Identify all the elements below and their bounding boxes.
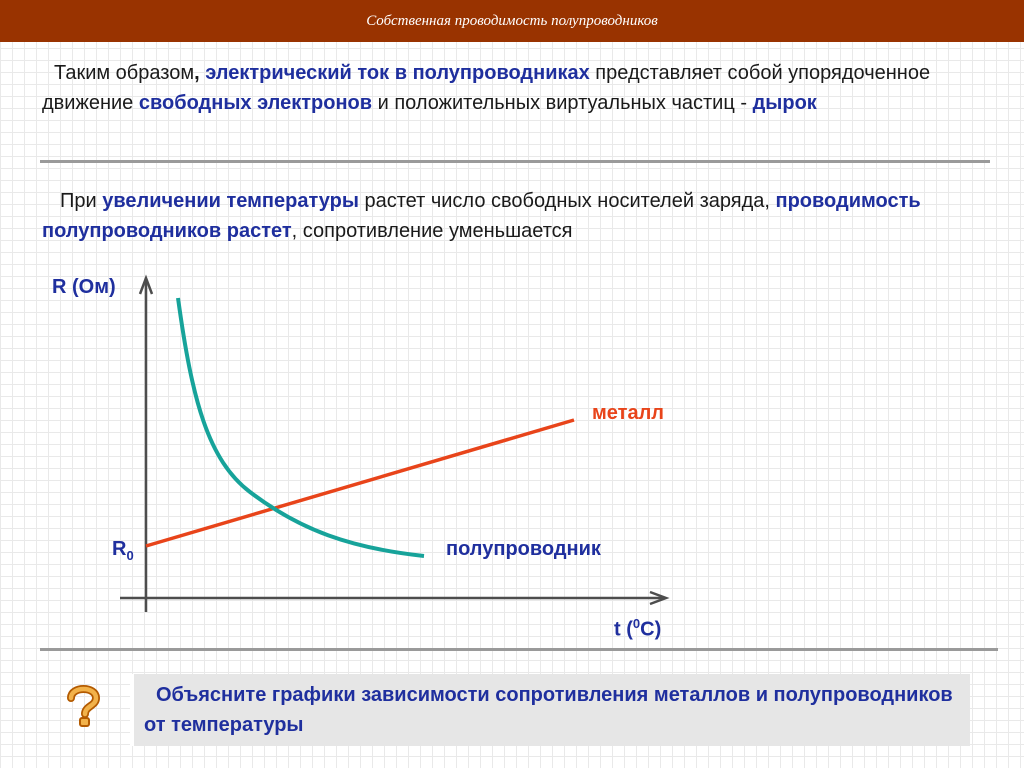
summary-text-2: представляет собой упорядоченное движени… — [42, 62, 931, 114]
summary-highlight-current: электрический ток в полупроводниках — [205, 62, 590, 84]
semiconductor-label: полупроводник — [446, 538, 601, 560]
y-axis — [138, 274, 154, 612]
slide-header: Собственная проводимость полупроводников — [0, 0, 1024, 42]
x-label-post: C) — [640, 618, 662, 641]
temp-highlight-increase: увеличении температуры — [102, 190, 359, 212]
metal-label: металл — [592, 402, 664, 424]
metal-curve — [145, 418, 575, 548]
x-label-sup: 0 — [632, 616, 641, 631]
temp-text-3: , сопротивление уменьшается — [291, 220, 573, 242]
summary-text-3: и положительных виртуальных частиц - — [372, 92, 753, 114]
summary-highlight-electrons: свободных электронов — [138, 92, 373, 114]
r0-subscript: 0 — [126, 548, 134, 563]
summary-comma: , — [194, 62, 206, 84]
summary-text-1: Таким образом — [54, 62, 195, 84]
y-axis-label: R (Ом) — [52, 276, 116, 298]
r0-label: R0 — [112, 538, 134, 563]
paragraph-summary: Таким образом, электрический ток в полуп… — [42, 58, 982, 118]
semiconductor-curve — [176, 297, 425, 558]
r0-main: R — [112, 538, 127, 560]
x-axis — [120, 590, 670, 606]
temp-highlight-conductivity: проводимость полупроводников растет — [42, 190, 921, 242]
question-box: Объясните графики зависимости сопротивле… — [130, 674, 970, 746]
divider-top — [40, 160, 990, 163]
temp-text-1: При — [60, 190, 103, 212]
x-axis-arrow — [649, 590, 670, 606]
summary-highlight-holes: дырок — [752, 92, 817, 114]
x-label-pre: t ( — [614, 618, 633, 641]
paragraph-temperature: При увеличении температуры растет число … — [42, 186, 1002, 246]
resistance-graph — [120, 274, 670, 612]
question-icon — [67, 685, 100, 727]
slide-title: Собственная проводимость полупроводников — [366, 12, 658, 29]
y-axis-arrow — [138, 274, 154, 295]
x-axis-label: t (0C) — [614, 616, 661, 642]
divider-bottom — [40, 648, 998, 651]
question-text: Объясните графики зависимости сопротивле… — [144, 684, 953, 736]
temp-text-2: растет число свободных носителей заряда, — [358, 190, 776, 212]
